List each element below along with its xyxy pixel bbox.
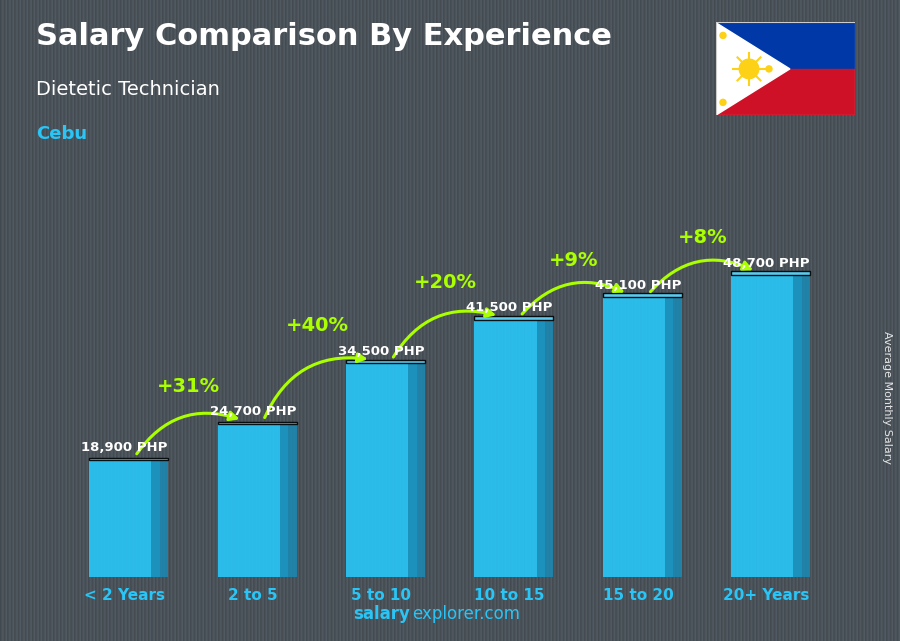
Text: 18,900 PHP: 18,900 PHP [81, 442, 167, 454]
FancyBboxPatch shape [731, 271, 810, 275]
Text: explorer.com: explorer.com [412, 605, 520, 623]
Circle shape [720, 33, 726, 38]
FancyArrowPatch shape [137, 412, 237, 454]
Text: 34,500 PHP: 34,500 PHP [338, 345, 425, 358]
FancyArrowPatch shape [522, 283, 622, 314]
Text: 24,700 PHP: 24,700 PHP [210, 405, 296, 419]
Text: 41,500 PHP: 41,500 PHP [466, 301, 553, 314]
Polygon shape [716, 22, 790, 115]
Text: +9%: +9% [549, 251, 598, 270]
Text: 48,700 PHP: 48,700 PHP [724, 256, 810, 270]
Bar [665, 297, 682, 577]
Circle shape [766, 66, 772, 72]
Bar [731, 275, 802, 577]
FancyBboxPatch shape [89, 458, 168, 460]
Bar [89, 460, 160, 577]
FancyBboxPatch shape [474, 316, 554, 320]
Text: +20%: +20% [414, 273, 477, 292]
Bar [716, 69, 855, 115]
Circle shape [720, 99, 726, 105]
Bar [536, 320, 554, 577]
Bar [151, 460, 168, 577]
FancyBboxPatch shape [346, 360, 425, 363]
Bar [218, 424, 288, 577]
Bar [280, 424, 297, 577]
Text: Salary Comparison By Experience: Salary Comparison By Experience [36, 22, 612, 51]
Bar [716, 22, 855, 69]
Text: Average Monthly Salary: Average Monthly Salary [881, 331, 892, 464]
FancyBboxPatch shape [603, 293, 682, 297]
Bar [346, 363, 417, 577]
Bar [474, 320, 545, 577]
Text: Dietetic Technician: Dietetic Technician [36, 80, 220, 99]
Bar [603, 297, 673, 577]
FancyArrowPatch shape [265, 354, 364, 417]
Bar [793, 275, 810, 577]
Circle shape [739, 59, 759, 79]
FancyArrowPatch shape [393, 309, 493, 357]
FancyArrowPatch shape [651, 260, 751, 292]
Bar [408, 363, 425, 577]
Text: +40%: +40% [285, 316, 348, 335]
Text: salary: salary [353, 605, 410, 623]
Text: +8%: +8% [678, 228, 727, 247]
Text: Cebu: Cebu [36, 125, 87, 143]
Text: 45,100 PHP: 45,100 PHP [595, 279, 681, 292]
FancyBboxPatch shape [218, 422, 297, 424]
Text: +31%: +31% [158, 377, 220, 396]
